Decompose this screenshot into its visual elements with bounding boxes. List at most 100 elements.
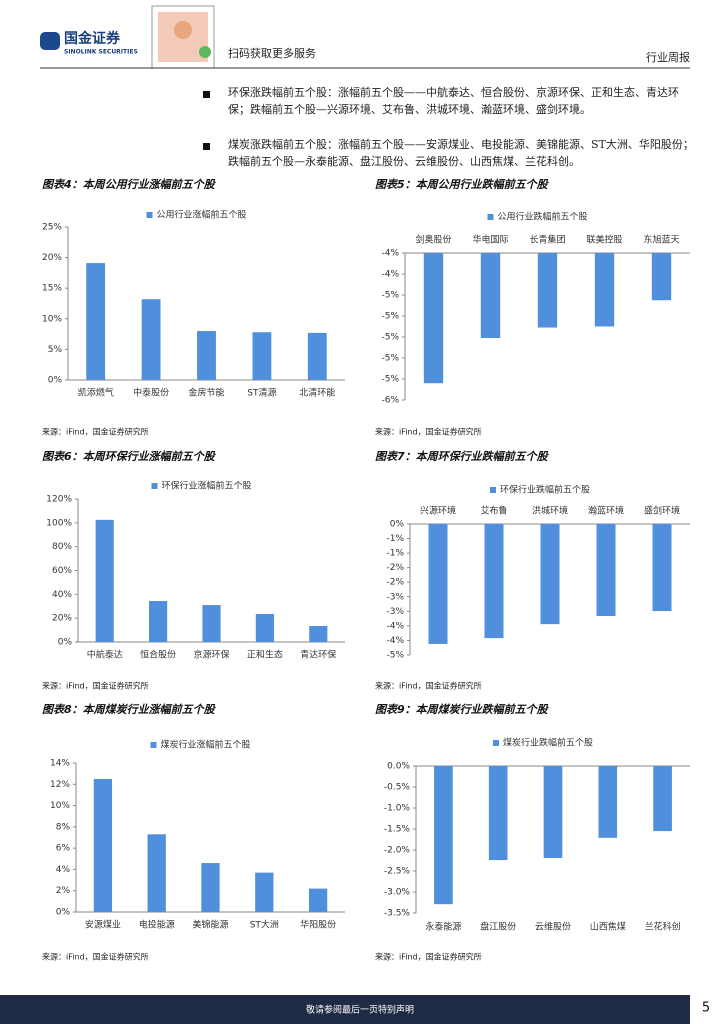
bar [197, 331, 216, 380]
y-tick-label: -2% [386, 563, 404, 573]
x-tick-label: 瀚蓝环境 [588, 505, 624, 517]
chart-title: 图表8：本周煤炭行业涨幅前五个股 [42, 703, 217, 716]
y-tick-label: 0.0% [387, 762, 410, 772]
x-tick-label: ST大洲 [250, 919, 279, 931]
y-tick-label: 20% [42, 253, 62, 263]
report-type: 行业周报 [646, 50, 690, 64]
y-tick-label: 10% [42, 314, 62, 324]
legend-label: 煤炭行业涨幅前五个股 [161, 739, 251, 751]
x-tick-label: 东旭蓝天 [643, 234, 679, 246]
chart-source: 来源：iFind，国金证券研究所 [375, 952, 482, 962]
x-tick-label: 中航泰达 [87, 649, 123, 661]
x-tick-label: 中泰股份 [133, 387, 169, 399]
y-tick-label: 20% [52, 614, 72, 624]
bar [428, 524, 448, 644]
y-tick-label: 2% [56, 886, 71, 896]
y-tick-label: -4% [381, 249, 399, 259]
x-tick-label: 云维股份 [535, 921, 571, 933]
x-tick-label: 美锦能源 [192, 919, 228, 931]
y-tick-label: -5% [386, 651, 404, 661]
qr-center [174, 21, 192, 39]
x-tick-label: 正和生态 [247, 649, 283, 661]
bar [202, 605, 221, 642]
chart-source: 来源：iFind，国金证券研究所 [42, 681, 149, 691]
legend-swatch [146, 212, 153, 218]
bar [309, 626, 328, 642]
x-tick-label: 恒合股份 [140, 649, 176, 661]
x-tick-label: 盘江股份 [480, 921, 516, 933]
logo-en: SINOLINK SECURITIES [64, 49, 138, 56]
y-tick-label: -3.5% [384, 909, 411, 919]
y-tick-label: -1% [386, 549, 404, 559]
legend-swatch [493, 740, 499, 746]
y-tick-label: 60% [52, 566, 72, 576]
y-tick-label: -5% [381, 375, 399, 385]
chart-source: 来源：iFind，国金证券研究所 [375, 427, 482, 437]
y-tick-label: 80% [52, 542, 72, 552]
legend-label: 环保行业涨幅前五个股 [162, 480, 252, 492]
legend-label: 公用行业跌幅前五个股 [498, 211, 588, 223]
x-tick-label: 金房节能 [188, 387, 224, 399]
bar [594, 253, 615, 327]
legend-swatch [490, 487, 496, 493]
x-tick-label: 安源煤业 [85, 919, 121, 931]
y-tick-label: 15% [42, 284, 62, 294]
bar [434, 766, 453, 905]
y-tick-label: 4% [56, 865, 71, 875]
legend-swatch [487, 214, 494, 220]
logo-mark [40, 32, 60, 50]
footer-bar [0, 995, 690, 1024]
x-tick-label: 永泰能源 [425, 921, 461, 933]
x-tick-label: 联美控股 [586, 234, 622, 246]
x-tick-label: 长青集团 [529, 234, 565, 246]
bar [484, 524, 504, 639]
x-tick-label: 青达环保 [300, 649, 336, 661]
bar [480, 253, 501, 339]
x-tick-label: 京源环保 [193, 649, 229, 661]
bar [86, 263, 106, 380]
y-tick-label: -3% [386, 592, 404, 602]
chart-title: 图表6：本周环保行业涨幅前五个股 [42, 450, 217, 463]
y-tick-label: -2% [386, 578, 404, 588]
bar [423, 253, 444, 384]
y-tick-label: 14% [50, 759, 70, 769]
logo-text: 国金证券 [64, 30, 121, 47]
chart-source: 来源：iFind，国金证券研究所 [42, 427, 149, 437]
y-tick-label: -1.0% [384, 804, 411, 814]
y-tick-label: 5% [48, 345, 63, 355]
bullet-marker [203, 91, 210, 98]
x-tick-label: 剑奥股份 [415, 234, 451, 246]
x-tick-label: 山西焦煤 [590, 921, 626, 933]
y-tick-label: 0% [58, 638, 73, 648]
legend-swatch [150, 742, 157, 748]
bar [141, 299, 161, 380]
qr-text: 扫码获取更多服务 [228, 46, 316, 60]
bar [488, 766, 508, 861]
legend-label: 环保行业跌幅前五个股 [500, 484, 590, 496]
x-tick-label: 艾布鲁 [480, 505, 507, 517]
bar [307, 332, 327, 380]
x-tick-label: 洪城环境 [532, 505, 568, 517]
y-tick-label: 12% [50, 780, 70, 790]
y-tick-label: 120% [46, 495, 72, 505]
bar [147, 834, 166, 912]
y-tick-label: -5% [381, 312, 399, 322]
y-tick-label: -3.0% [384, 888, 411, 898]
bar [543, 766, 563, 858]
chart-title: 图表7：本周环保行业跌幅前五个股 [375, 450, 550, 463]
y-tick-label: -5% [381, 354, 399, 364]
y-tick-label: -0.5% [384, 783, 411, 793]
y-tick-label: -1% [386, 534, 404, 544]
y-tick-label: 8% [56, 822, 71, 832]
bar [540, 524, 560, 625]
x-tick-label: 兴源环境 [420, 505, 456, 517]
legend-label: 煤炭行业跌幅前五个股 [503, 737, 593, 749]
y-tick-label: -4% [381, 270, 399, 280]
x-tick-label: 凯添燃气 [78, 387, 114, 399]
bar [95, 519, 114, 642]
bar [149, 601, 168, 642]
y-tick-label: -4% [386, 621, 404, 631]
bar [201, 863, 220, 912]
bar [93, 778, 113, 912]
qr-badge [199, 46, 211, 58]
